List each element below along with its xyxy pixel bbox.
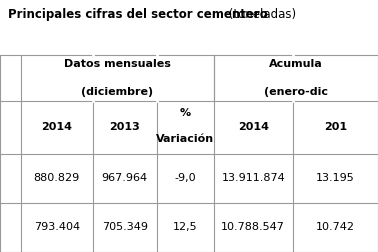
Text: (enero-dic: (enero-dic xyxy=(264,87,328,97)
Text: 2014: 2014 xyxy=(238,122,269,132)
Text: -9,0: -9,0 xyxy=(174,173,196,183)
Text: 201: 201 xyxy=(324,122,347,132)
Text: 705.349: 705.349 xyxy=(102,223,148,232)
Text: 10.788.547: 10.788.547 xyxy=(222,223,285,232)
Text: 10.742: 10.742 xyxy=(316,223,355,232)
Text: Acumula: Acumula xyxy=(269,59,323,69)
Text: (toneladas): (toneladas) xyxy=(225,8,296,21)
Text: 793.404: 793.404 xyxy=(34,223,80,232)
Text: Variación: Variación xyxy=(156,134,214,144)
Text: 2013: 2013 xyxy=(109,122,140,132)
Text: (diciembre): (diciembre) xyxy=(81,87,153,97)
Text: 967.964: 967.964 xyxy=(102,173,148,183)
Text: %: % xyxy=(180,108,191,118)
Text: 12,5: 12,5 xyxy=(173,223,198,232)
Text: 880.829: 880.829 xyxy=(34,173,80,183)
Text: 13.911.874: 13.911.874 xyxy=(222,173,285,183)
Text: Principales cifras del sector cementero: Principales cifras del sector cementero xyxy=(8,8,267,21)
Text: Datos mensuales: Datos mensuales xyxy=(64,59,170,69)
Text: 13.195: 13.195 xyxy=(316,173,355,183)
Text: 2014: 2014 xyxy=(41,122,72,132)
